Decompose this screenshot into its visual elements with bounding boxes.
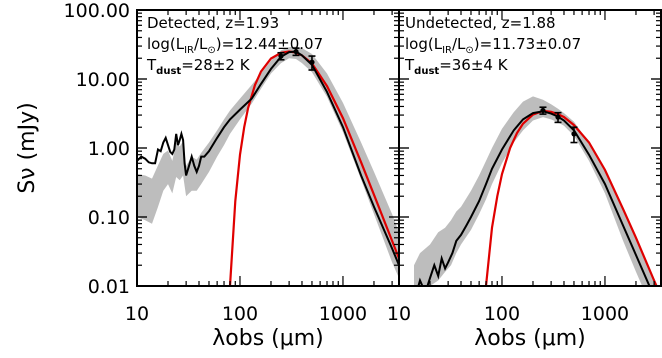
x-tick-labels: 10 100 1000	[125, 303, 367, 325]
x-tick-label: 10	[125, 303, 149, 325]
data-points	[277, 47, 316, 71]
data-point	[539, 106, 547, 115]
y-axis-title: Sν (mJy)	[15, 102, 40, 193]
greybody-curve	[484, 109, 658, 286]
svg-text:log(LIR/L⊙)=11.73±0.07: log(LIR/L⊙)=11.73±0.07	[405, 35, 581, 56]
svg-text:Detected, z=1.93: Detected, z=1.93	[147, 14, 279, 32]
data-point	[308, 55, 316, 71]
annotation-line1: Detected, z=1.93	[147, 14, 279, 32]
template-band	[137, 46, 399, 279]
greybody-curve	[228, 50, 399, 286]
data-point	[292, 47, 300, 57]
y-tick-label: 0.01	[88, 276, 130, 298]
best-fit-template-curve	[417, 110, 651, 286]
data-point	[570, 126, 578, 144]
x-tick-label: 1000	[319, 303, 367, 325]
svg-text:log(LIR/L⊙)=12.44±0.07: log(LIR/L⊙)=12.44±0.07	[147, 35, 323, 56]
right-panel: 10 100 1000 Undetected, z=1.88 log(LIR/L⊙)…	[387, 9, 662, 325]
data-points	[539, 106, 578, 144]
data-point	[277, 51, 285, 61]
template-band	[414, 96, 658, 286]
x-axis-title-right: λobs (μm)	[474, 326, 586, 351]
svg-text:Tdust=36±4 K: Tdust=36±4 K	[404, 56, 509, 77]
y-tick-label: 10.00	[76, 69, 130, 91]
left-panel: 0.01 0.10 1.00 10.00 100.00 10 100 1000 Detect…	[64, 0, 400, 325]
panel-frame	[398, 9, 662, 287]
svg-text:Tdust=28±2 K: Tdust=28±2 K	[146, 56, 251, 77]
panel-annotation: Detected, z=1.93 log(LIR/L⊙)=12.44±0.07 …	[146, 14, 323, 77]
y-tick-labels: 0.01 0.10 1.00 10.00 100.00	[64, 0, 130, 298]
svg-text:Undetected, z=1.88: Undetected, z=1.88	[405, 14, 556, 32]
x-tick-label: 100	[222, 303, 258, 325]
x-tick-label: 100	[484, 303, 520, 325]
x-tick-label: 10	[387, 303, 411, 325]
annotation-line1: Undetected, z=1.88	[405, 14, 556, 32]
data-point	[554, 111, 562, 124]
x-tick-labels: 10 100 1000	[387, 303, 629, 325]
y-tick-label: 0.10	[88, 207, 130, 229]
y-tick-label: 1.00	[88, 138, 130, 160]
x-axis-title-left: λobs (μm)	[212, 326, 324, 351]
panel-annotation: Undetected, z=1.88 log(LIR/L⊙)=11.73±0.0…	[404, 14, 581, 77]
y-tick-label: 100.00	[64, 0, 130, 22]
x-tick-label: 1000	[581, 303, 629, 325]
